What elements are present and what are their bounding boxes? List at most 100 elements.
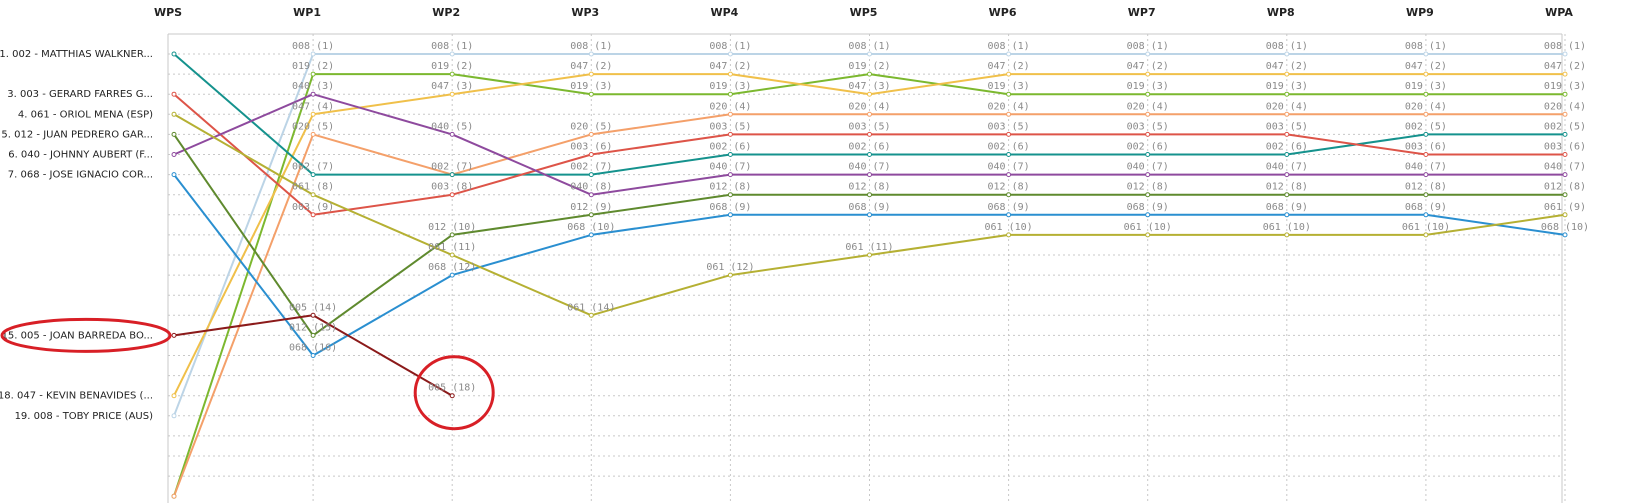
- data-label-008-wp6: 008 (1): [988, 41, 1030, 52]
- point-012-wp6: [1006, 192, 1012, 198]
- point-040-wp3: [588, 192, 594, 198]
- point-012-wpa: [1562, 192, 1568, 198]
- x-tick-label-wps: WPS: [154, 6, 182, 19]
- data-label-020-wp5: 020 (4): [848, 101, 890, 112]
- point-019-wp2: [449, 71, 455, 77]
- point-068-wp1: [310, 353, 316, 358]
- data-label-019-wp5: 019 (2): [848, 61, 890, 72]
- data-label-008-wp7: 008 (1): [1127, 41, 1169, 52]
- data-label-040-wp4: 040 (7): [709, 162, 751, 173]
- data-label-019-wp1: 019 (2): [292, 61, 334, 72]
- data-label-019-wp7: 019 (3): [1127, 81, 1169, 92]
- point-040-wpa: [1562, 172, 1568, 178]
- point-040-wp7: [1145, 172, 1151, 178]
- point-061-wp5: [867, 252, 872, 258]
- data-label-020-wp4: 020 (4): [709, 101, 751, 112]
- data-label-002-wp9: 002 (5): [1405, 121, 1447, 132]
- point-002-wps: [171, 51, 177, 57]
- data-label-047-wp3: 047 (2): [570, 61, 612, 72]
- point-008-wp4: [727, 51, 733, 57]
- point-003-wp7: [1145, 131, 1151, 137]
- data-label-047-wp1: 047 (4): [292, 101, 334, 112]
- point-040-wp9: [1423, 172, 1429, 178]
- point-005-wps: [171, 332, 177, 338]
- data-label-068-wp6: 068 (9): [988, 202, 1030, 213]
- point-040-wp8: [1284, 172, 1290, 178]
- data-label-005-wp1: 005 (14): [289, 302, 337, 313]
- point-020-wp4: [727, 111, 733, 117]
- point-068-wp4: [727, 212, 733, 218]
- point-002-wp7: [1145, 152, 1151, 157]
- point-019-wp4: [727, 91, 733, 97]
- data-label-019-wp3: 019 (3): [570, 81, 612, 92]
- rider-label-rank-15: 15. 005 - JOAN BARREDA BO...: [2, 330, 153, 341]
- point-008-wp8: [1284, 51, 1290, 57]
- rider-label-rank-1: 1. 002 - MATTHIAS WALKNER...: [0, 49, 153, 60]
- point-003-wp4: [727, 131, 733, 137]
- data-label-040-wp8: 040 (7): [1266, 162, 1308, 173]
- data-label-008-wp2: 008 (1): [431, 41, 473, 52]
- point-068-wp9: [1423, 212, 1429, 218]
- point-047-wps: [171, 393, 177, 399]
- point-020-wps: [171, 493, 177, 499]
- highlight-circle-rider-label: [0, 317, 172, 353]
- point-008-wpa: [1562, 51, 1568, 57]
- data-label-019-wp8: 019 (3): [1266, 81, 1308, 92]
- point-008-wp3: [588, 51, 594, 57]
- data-label-020-wpa: 020 (4): [1544, 101, 1586, 112]
- point-047-wp1: [310, 111, 316, 117]
- data-label-008-wpa: 008 (1): [1544, 41, 1586, 52]
- point-040-wp2: [449, 131, 455, 137]
- data-label-002-wpa: 002 (5): [1544, 121, 1586, 132]
- data-label-061-wp3: 061 (14): [567, 302, 615, 313]
- x-tick-label-wp5: WP5: [850, 6, 878, 19]
- data-label-002-wp3: 002 (7): [570, 162, 612, 173]
- rider-label-rank-4: 4. 061 - ORIOL MENA (ESP): [18, 109, 153, 120]
- x-tick-label-wpa: WPA: [1545, 6, 1573, 19]
- data-label-047-wp4: 047 (2): [709, 61, 751, 72]
- x-tick-label-wp1: WP1: [293, 6, 321, 19]
- point-068-wpa: [1562, 232, 1568, 238]
- point-019-wp8: [1284, 91, 1290, 97]
- point-008-wp9: [1423, 51, 1429, 57]
- data-label-008-wp1: 008 (1): [292, 41, 334, 52]
- data-label-068-wpa: 068 (10): [1541, 222, 1589, 233]
- point-020-wp9: [1423, 111, 1429, 117]
- data-label-040-wpa: 040 (7): [1544, 162, 1586, 173]
- x-tick-label-wp3: WP3: [571, 6, 599, 19]
- data-label-040-wp2: 040 (5): [431, 121, 473, 132]
- data-label-040-wp9: 040 (7): [1405, 162, 1447, 173]
- data-label-068-wp4: 068 (9): [709, 202, 751, 213]
- x-tick-label-wp4: WP4: [710, 6, 738, 19]
- point-label-layer: 008 (1) 008 (1) 008 (1) 008 (1) 008 (1) 008 (…: [289, 41, 1589, 394]
- data-label-003-wp1: 003 (9): [292, 202, 334, 213]
- x-tick-label-wp9: WP9: [1406, 6, 1434, 19]
- point-020-wp5: [867, 111, 872, 117]
- data-label-012-wp8: 012 (8): [1266, 182, 1308, 193]
- point-008-wp2: [449, 51, 455, 57]
- data-label-002-wp7: 002 (6): [1127, 142, 1169, 153]
- data-label-061-wp2: 061 (11): [428, 242, 476, 253]
- point-002-wp5: [867, 152, 872, 157]
- point-020-wp6: [1006, 111, 1012, 117]
- data-label-068-wp7: 068 (9): [1127, 202, 1169, 213]
- point-020-wp3: [588, 131, 594, 137]
- data-label-008-wp4: 008 (1): [709, 41, 751, 52]
- data-label-061-wp8: 061 (10): [1263, 222, 1311, 233]
- data-label-020-wp8: 020 (4): [1266, 101, 1308, 112]
- point-040-wp4: [727, 172, 733, 178]
- data-label-019-wp9: 019 (3): [1405, 81, 1447, 92]
- point-061-wp4: [727, 272, 733, 278]
- data-label-002-wp8: 002 (6): [1266, 142, 1308, 153]
- data-label-003-wpa: 003 (6): [1544, 142, 1586, 153]
- data-label-019-wp2: 019 (2): [431, 61, 473, 72]
- data-label-061-wp6: 061 (10): [985, 222, 1033, 233]
- point-019-wp3: [588, 91, 594, 97]
- point-003-wps: [171, 91, 177, 97]
- data-label-061-wp7: 061 (10): [1124, 222, 1172, 233]
- point-002-wp3: [588, 172, 594, 178]
- highlight-layer: [0, 317, 495, 431]
- data-label-061-wp9: 061 (10): [1402, 222, 1450, 233]
- data-label-002-wp5: 002 (6): [848, 142, 890, 153]
- point-061-wp8: [1284, 232, 1290, 238]
